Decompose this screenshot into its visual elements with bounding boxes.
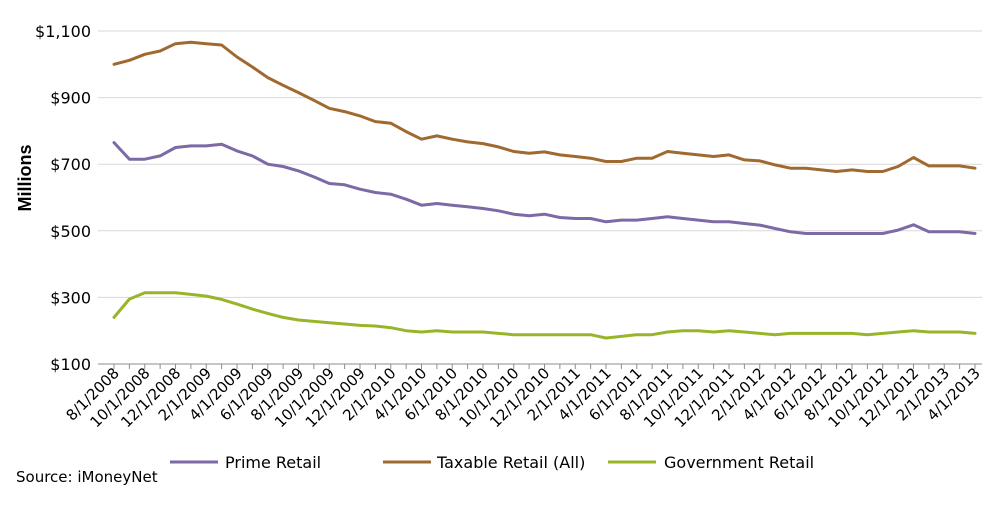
series-line-government-retail (112, 291, 977, 340)
y-tick-label: $700 (50, 155, 91, 174)
y-tick-label: $100 (50, 355, 91, 374)
legend: Prime Retail Taxable Retail (All) Governme… (170, 453, 814, 472)
gridlines (98, 30, 982, 298)
x-tick-labels: 8/1/200810/1/200812/1/20082/1/20094/1/20… (62, 364, 983, 431)
series-line-taxable-retail-all (112, 40, 977, 173)
y-tick-label: $300 (50, 288, 91, 307)
legend-label: Prime Retail (225, 453, 321, 472)
y-tick-label: $900 (50, 89, 91, 108)
legend-item: Government Retail (608, 453, 814, 472)
source-note: Source: iMoneyNet (16, 468, 158, 486)
series-line-prime-retail (112, 141, 977, 235)
legend-item: Prime Retail (170, 453, 321, 472)
legend-label: Government Retail (664, 453, 814, 472)
x-tick-marks (113, 364, 976, 369)
y-tick-labels: $100 $300 $500 $700 $900 $1,100 (35, 22, 91, 374)
y-tick-label: $500 (50, 222, 91, 241)
y-axis-title: Millions (15, 145, 35, 212)
y-tick-label: $1,100 (35, 22, 91, 41)
legend-item: Taxable Retail (All) (383, 453, 585, 472)
series-lines (112, 40, 977, 340)
legend-label: Taxable Retail (All) (436, 453, 585, 472)
